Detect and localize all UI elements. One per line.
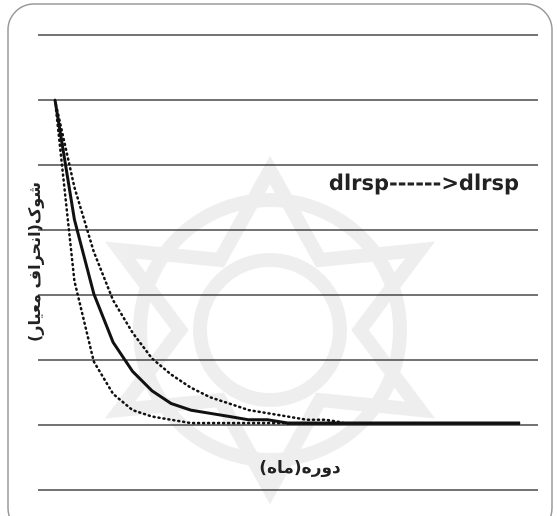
panel [7, 3, 553, 516]
chart-title: dlrsp------>dlrsp [329, 171, 519, 195]
grid [38, 34, 538, 491]
y-axis-label: شوک(انحراف معیار) [25, 182, 44, 342]
confidence-band [53, 98, 522, 425]
x-axis-label: دوره(ماه) [259, 458, 341, 478]
